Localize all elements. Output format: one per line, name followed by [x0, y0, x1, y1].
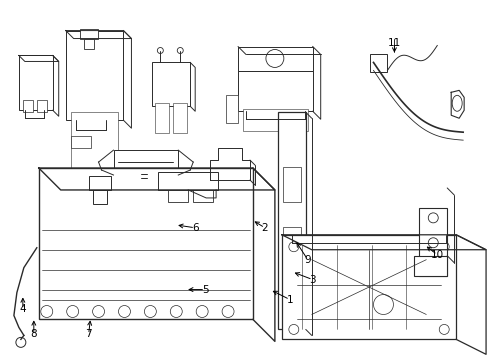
Bar	[369, 54, 388, 72]
Circle shape	[196, 306, 208, 318]
Bar	[193, 190, 213, 202]
Circle shape	[428, 213, 438, 223]
Bar	[282, 235, 456, 339]
Text: 8: 8	[30, 329, 37, 339]
Circle shape	[93, 306, 104, 318]
Bar	[283, 287, 301, 321]
Circle shape	[287, 310, 297, 319]
Text: 1: 1	[287, 294, 293, 305]
Bar	[71, 136, 91, 148]
Bar	[283, 167, 301, 202]
Ellipse shape	[452, 95, 462, 111]
Bar	[415, 256, 447, 276]
Bar	[66, 31, 123, 120]
Bar	[80, 28, 98, 39]
Circle shape	[289, 324, 299, 334]
Text: 10: 10	[431, 250, 444, 260]
Text: 3: 3	[309, 275, 316, 285]
Text: 9: 9	[304, 255, 311, 265]
Circle shape	[119, 306, 130, 318]
Bar	[152, 62, 190, 106]
Bar	[238, 71, 313, 111]
Bar	[238, 46, 313, 71]
Bar	[155, 103, 169, 133]
Circle shape	[439, 242, 449, 252]
Circle shape	[16, 337, 26, 347]
Text: 2: 2	[262, 223, 268, 233]
Circle shape	[428, 238, 438, 248]
Circle shape	[145, 306, 156, 318]
Circle shape	[289, 242, 299, 252]
Text: 5: 5	[202, 284, 208, 294]
Bar	[89, 176, 111, 190]
Bar	[243, 109, 308, 131]
Bar	[419, 208, 447, 276]
Bar	[168, 190, 188, 202]
Text: 6: 6	[192, 223, 198, 233]
Circle shape	[157, 48, 163, 54]
Circle shape	[439, 324, 449, 334]
Bar	[23, 100, 33, 112]
Bar	[39, 168, 253, 319]
Text: 7: 7	[85, 329, 92, 339]
Bar	[278, 112, 306, 329]
Circle shape	[177, 48, 183, 54]
Circle shape	[67, 306, 78, 318]
Text: 11: 11	[388, 37, 401, 48]
Bar	[226, 95, 238, 123]
Bar	[71, 112, 119, 172]
Circle shape	[41, 306, 53, 318]
Circle shape	[171, 306, 182, 318]
Bar	[114, 150, 178, 175]
Bar	[84, 39, 94, 49]
Bar	[19, 55, 53, 110]
Bar	[37, 100, 47, 112]
Bar	[138, 170, 150, 182]
Bar	[158, 172, 218, 190]
Bar	[283, 227, 301, 262]
Circle shape	[222, 306, 234, 318]
Circle shape	[373, 294, 393, 315]
Text: 4: 4	[20, 305, 26, 315]
Circle shape	[266, 50, 284, 67]
Bar	[93, 190, 106, 204]
Bar	[173, 103, 187, 133]
